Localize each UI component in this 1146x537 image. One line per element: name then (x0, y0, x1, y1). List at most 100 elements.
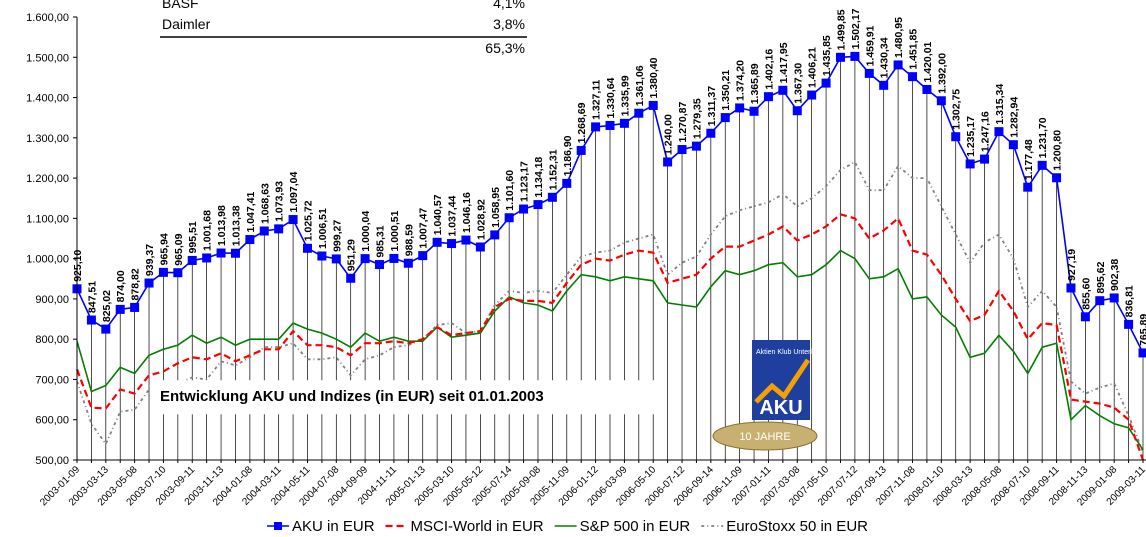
marker (317, 251, 327, 261)
marker (1124, 319, 1134, 329)
marker (893, 60, 903, 70)
data-label: 1.123,17 (519, 161, 531, 202)
marker (821, 78, 831, 88)
data-label: 1.025,72 (302, 200, 314, 241)
y-tick-label: 900,00 (35, 294, 69, 306)
data-label: 1.451,85 (908, 29, 920, 70)
data-label: 1.240,00 (663, 114, 675, 155)
data-label: 1.499,85 (835, 9, 847, 50)
data-label: 847,51 (86, 281, 98, 313)
data-label: 874,00 (115, 270, 127, 302)
data-label: 1.068,63 (259, 183, 271, 224)
legend-label: EuroStoxx 50 in EUR (726, 518, 868, 535)
data-label: 1.367,30 (792, 63, 804, 104)
marker (1095, 296, 1105, 306)
marker (1023, 182, 1033, 192)
data-label: 1.247,16 (980, 111, 992, 152)
data-label: 1.502,17 (850, 8, 862, 49)
data-label: 1.046,16 (461, 192, 473, 233)
data-label: 1.315,34 (994, 84, 1006, 125)
data-label: 1.073,93 (274, 181, 286, 222)
data-label: 1.420,01 (922, 41, 934, 82)
data-label: 1.350,21 (720, 70, 732, 111)
marker (519, 204, 529, 214)
legend: AKU in EUR MSCI-World in EUR S&P 500 in EU… (267, 518, 868, 535)
data-label: 1.001,68 (202, 210, 214, 251)
y-tick-label: 1.600,00 (26, 12, 69, 24)
marker (677, 145, 687, 155)
data-label: 925,10 (72, 250, 84, 282)
data-label: 836,81 (1124, 285, 1136, 317)
table-cell: 4,1% (493, 0, 525, 11)
data-label: 999,27 (331, 220, 343, 252)
data-label: 1.186,90 (562, 135, 574, 176)
annotation-background (150, 380, 666, 415)
legend-label: S&P 500 in EUR (580, 518, 691, 535)
data-label: 1.282,94 (1008, 97, 1020, 138)
marker (202, 253, 212, 263)
data-label: 1.311,37 (706, 86, 718, 126)
data-label: 1.330,64 (605, 77, 617, 118)
marker (879, 80, 889, 90)
marker (274, 224, 284, 234)
table-cell: 3,8% (493, 16, 525, 32)
marker (403, 258, 413, 268)
annotation: Entwicklung AKU und Indizes (in EUR) sei… (160, 388, 544, 405)
data-label: 1.047,41 (245, 192, 257, 233)
data-label: 939,37 (144, 244, 156, 276)
data-label: 1.152,31 (547, 149, 559, 190)
table-total: 65,3% (485, 40, 525, 56)
marker (158, 267, 168, 277)
marker (331, 254, 341, 264)
marker (864, 68, 874, 78)
data-label: 855,60 (1080, 278, 1092, 310)
marker (173, 268, 183, 278)
marker (1037, 160, 1047, 170)
overlay-table: BASF 4,1% Daimler 3,8% 65,3% (160, 0, 527, 56)
marker (230, 248, 240, 258)
legend-marker (274, 522, 283, 530)
marker (288, 215, 298, 225)
data-label: 1.231,70 (1037, 117, 1049, 158)
data-label: 965,09 (173, 233, 185, 265)
data-label: 965,94 (158, 233, 170, 265)
marker (648, 100, 658, 110)
logo-name: Aktien Klub Unterland (756, 349, 824, 356)
series-line (75, 213, 1145, 461)
marker (389, 253, 399, 263)
y-tick-label: 1.100,00 (26, 213, 69, 225)
marker (749, 106, 759, 116)
marker (691, 141, 701, 151)
data-label: 895,62 (1095, 261, 1107, 293)
marker (302, 243, 312, 253)
logo: Aktien Klub Unterland AKU 10 JAHRE (712, 340, 824, 451)
data-label: 1.000,04 (360, 211, 372, 252)
logo-short: AKU (759, 397, 802, 419)
data-label: 1.177,48 (1023, 139, 1035, 180)
y-tick-label: 800,00 (35, 334, 69, 346)
marker (504, 213, 514, 223)
data-label: 1.361,06 (634, 65, 646, 106)
marker (245, 235, 255, 245)
y-tick-label: 500,00 (35, 455, 69, 467)
data-label: 1.435,85 (821, 35, 833, 76)
y-tick-label: 1.000,00 (26, 254, 69, 266)
marker (216, 248, 226, 258)
data-label: 1.279,35 (691, 98, 703, 139)
legend-label: AKU in EUR (292, 518, 375, 535)
marker (951, 132, 961, 142)
data-label: 1.459,91 (864, 25, 876, 66)
marker (605, 120, 615, 130)
data-label: 878,82 (130, 268, 142, 300)
marker (663, 157, 673, 167)
marker (807, 90, 817, 100)
marker (720, 113, 730, 123)
marker (1109, 293, 1119, 303)
marker (965, 159, 975, 169)
marker (994, 127, 1004, 137)
marker (792, 106, 802, 116)
marker (101, 324, 111, 334)
marker (562, 178, 572, 188)
marker (1052, 173, 1062, 183)
